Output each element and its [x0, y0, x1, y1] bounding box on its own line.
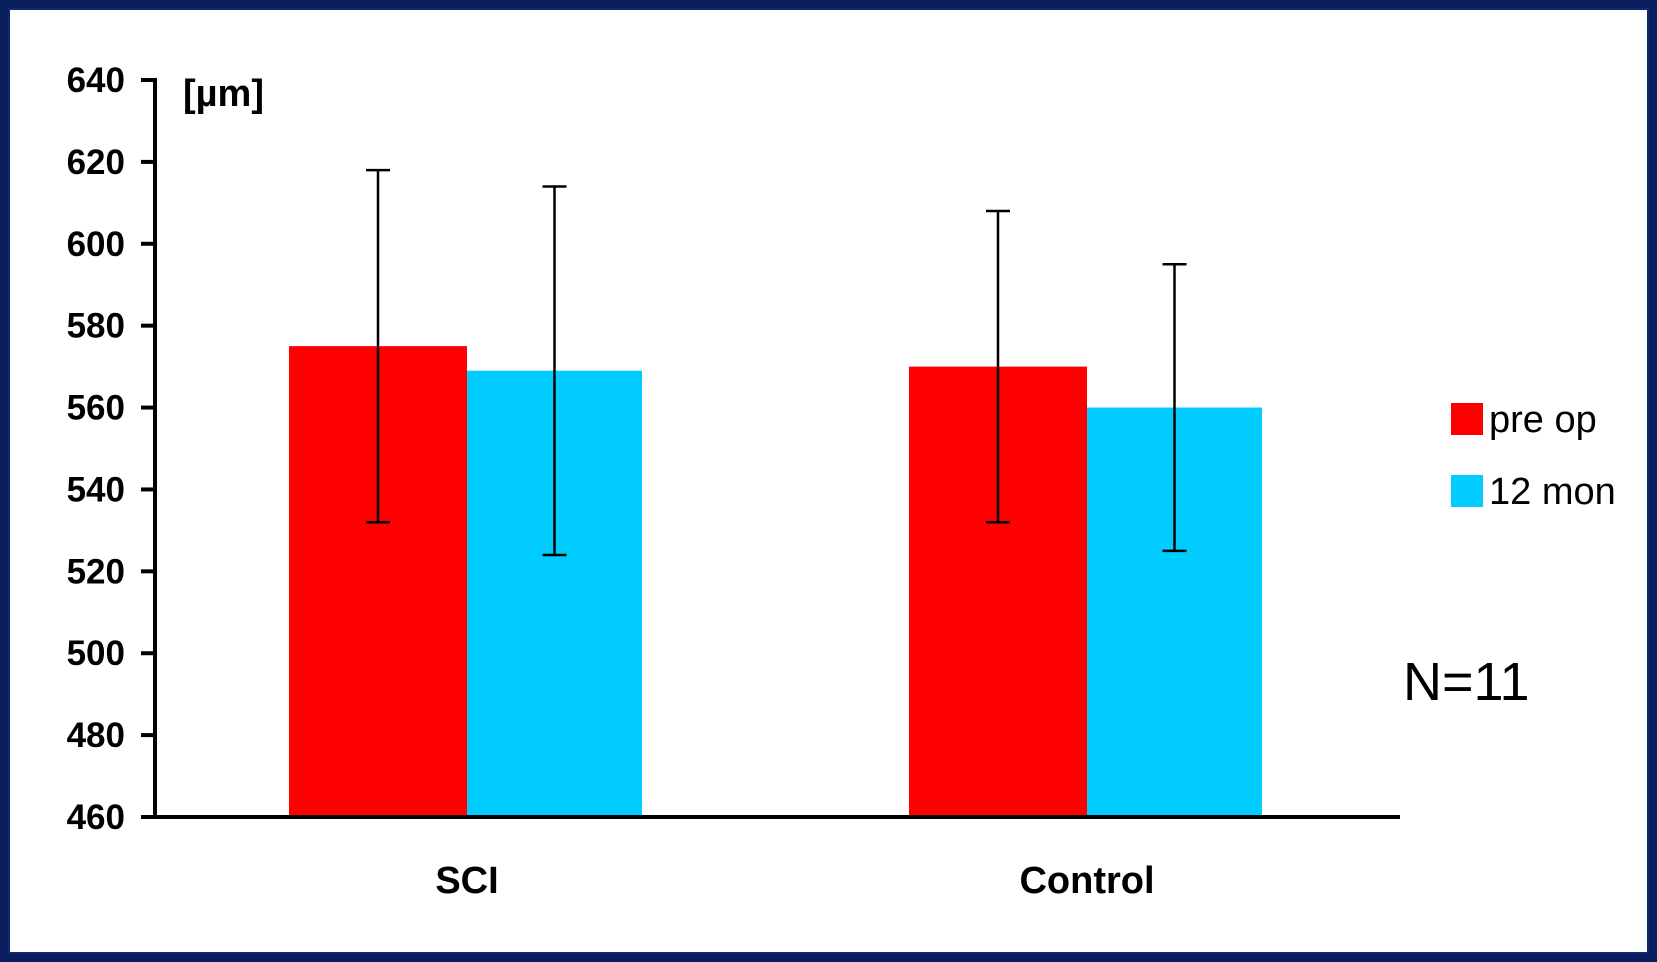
y-tick-label: 580 — [67, 307, 125, 346]
error-bar-sci-pre-op — [366, 168, 390, 524]
legend: pre op 12 mon — [1451, 399, 1616, 513]
y-tick-label: 600 — [67, 225, 125, 264]
error-bar-sci-12-mon — [542, 185, 567, 557]
chart-canvas — [8, 8, 1649, 954]
legend-swatch — [1451, 403, 1483, 435]
y-axis-unit-label: [µm] — [183, 73, 264, 115]
x-category-labels: SCI Control — [435, 860, 1154, 902]
y-tick-label: 640 — [67, 61, 125, 100]
error-bars-layer — [366, 168, 1187, 557]
bars-layer — [289, 346, 1262, 817]
axes-layer — [141, 78, 1400, 819]
y-tick-label: 620 — [67, 143, 125, 182]
y-tick-labels: 640 620 600 580 560 540 520 500 480 460 — [67, 61, 125, 837]
error-bar-control-12-mon — [1162, 263, 1187, 553]
legend-label: pre op — [1489, 399, 1597, 441]
y-tick-label: 460 — [67, 798, 125, 837]
legend-swatch — [1451, 475, 1483, 507]
x-tick-label: SCI — [435, 860, 498, 902]
y-tick-label: 520 — [67, 552, 125, 591]
y-tick-label: 480 — [67, 716, 125, 755]
error-bar-control-pre-op — [986, 209, 1010, 524]
legend-item-pre-op: pre op — [1451, 399, 1597, 441]
y-tick-label: 500 — [67, 634, 125, 673]
legend-label: 12 mon — [1489, 471, 1616, 513]
y-tick-label: 540 — [67, 470, 125, 509]
legend-item-12-mon: 12 mon — [1451, 471, 1616, 513]
y-tick-label: 560 — [67, 389, 125, 428]
sample-size-annotation: N=11 — [1403, 652, 1530, 712]
x-tick-label: Control — [1019, 860, 1154, 902]
